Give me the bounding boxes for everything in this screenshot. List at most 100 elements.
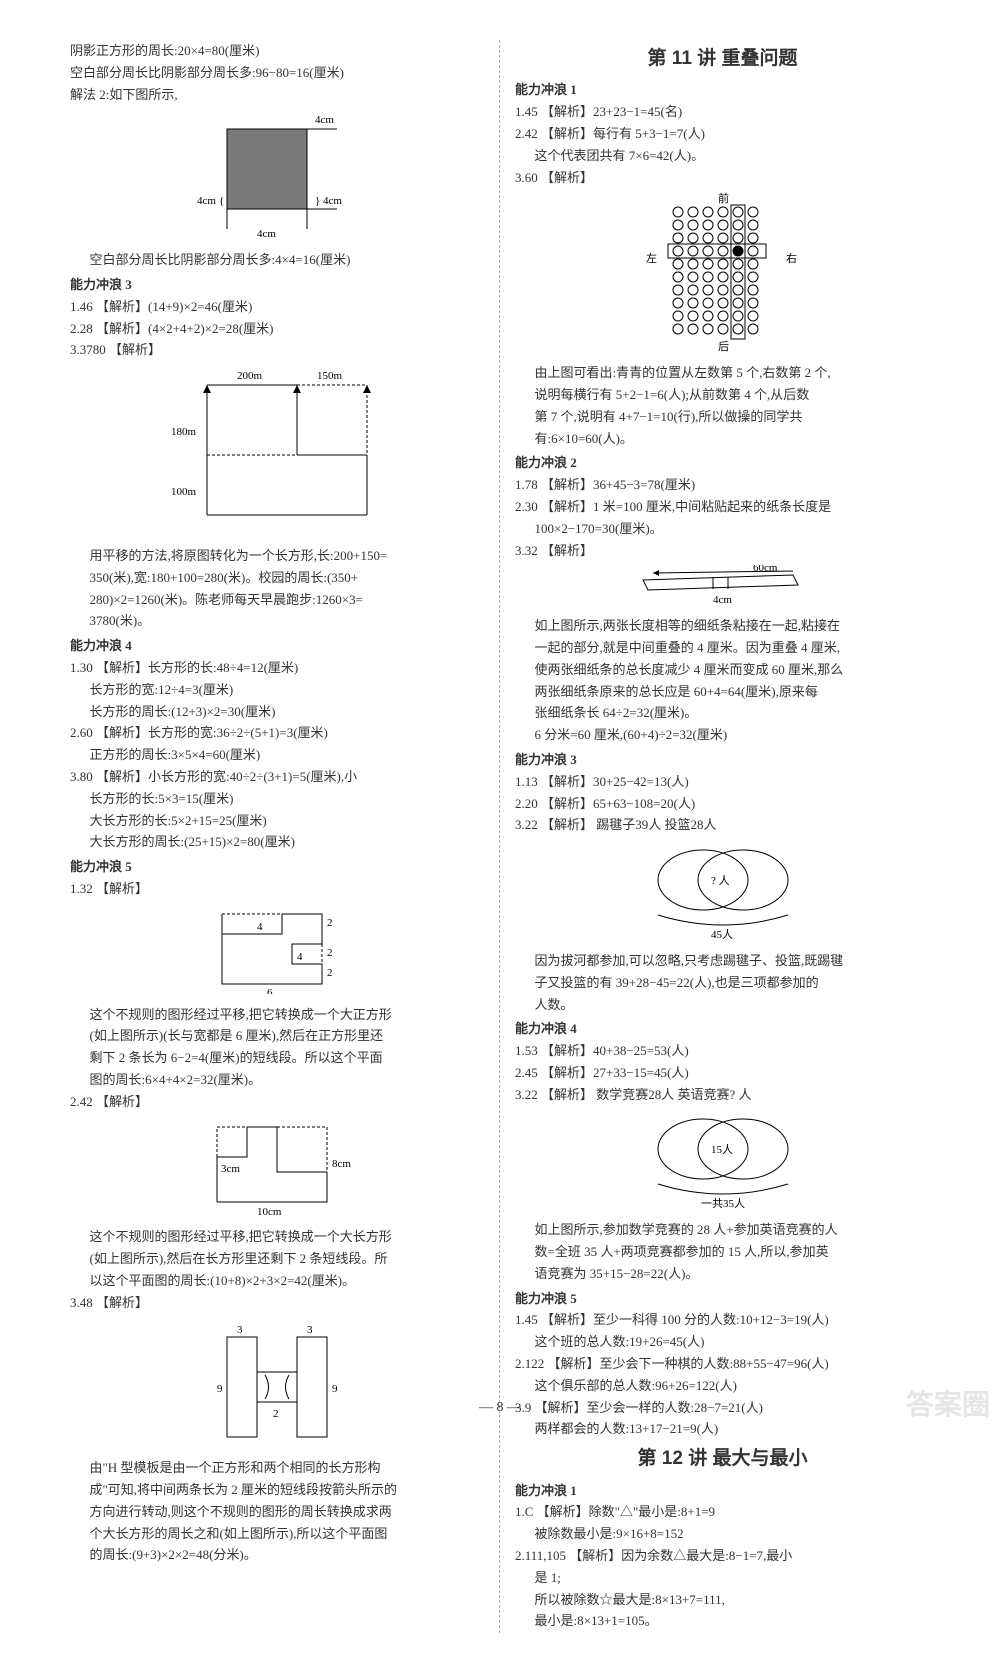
svg-text:2: 2 [327, 947, 333, 959]
explain: 张细纸条长 64÷2=32(厘米)。 [515, 703, 930, 724]
explain: 如上图所示,参加数学竞赛的 28 人+参加英语竞赛的人 [515, 1220, 930, 1241]
line: 空白部分周长比阴影部分周长多:96−80=16(厘米) [70, 63, 484, 84]
explain: 用平移的方法,将原图转化为一个长方形,长:200+150= [70, 546, 484, 567]
item: 2.111,105 【解析】因为余数△最大是:8−1=7,最小 [515, 1546, 930, 1567]
svg-text:4: 4 [257, 921, 263, 933]
item: 两样都会的人数:13+17−21=9(人) [515, 1419, 930, 1440]
item: 1.32 【解析】 [70, 879, 484, 900]
explain: 3780(米)。 [70, 611, 484, 632]
svg-text:2: 2 [327, 967, 333, 979]
line: 阴影正方形的周长:20×4=80(厘米) [70, 41, 484, 62]
svg-text:9: 9 [332, 1383, 338, 1395]
figure-paper-strip: 60cm 4cm [515, 565, 930, 612]
svg-text:9: 9 [217, 1383, 223, 1395]
item: 正方形的周长:3×5×4=60(厘米) [70, 745, 484, 766]
item: 2.122 【解析】至少会下一种棋的人数:88+55−47=96(人) [515, 1354, 930, 1375]
explain: 图的周长:6×4+4×2=32(厘米)。 [70, 1070, 484, 1091]
item: 1.45 【解析】23+23−1=45(名) [515, 102, 930, 123]
watermark: 答案圈 [906, 1384, 990, 1429]
item: 长方形的宽:12÷4=3(厘米) [70, 680, 484, 701]
item: 2.42 【解析】 [70, 1092, 484, 1113]
item: 这个班的总人数:19+26=45(人) [515, 1332, 930, 1353]
nengli-title: 能力冲浪 3 [70, 275, 484, 296]
nengli-title: 能力冲浪 5 [515, 1289, 930, 1310]
svg-text:{: { [219, 195, 224, 207]
item: 1.46 【解析】(14+9)×2=46(厘米) [70, 297, 484, 318]
item: 这个俱乐部的总人数:96+26=122(人) [515, 1376, 930, 1397]
item: 长方形的周长:(12+3)×2=30(厘米) [70, 702, 484, 723]
explain: 350(米),宽:180+100=280(米)。校园的周长:(350+ [70, 568, 484, 589]
item: 1.30 【解析】长方形的长:48÷4=12(厘米) [70, 658, 484, 679]
section-title: 第 11 讲 重叠问题 [515, 44, 930, 74]
item: 大长方形的长:5×2+15=25(厘米) [70, 811, 484, 832]
svg-text:100m: 100m [171, 486, 197, 498]
explain: 这个不规则的图形经过平移,把它转换成一个大正方形 [70, 1005, 484, 1026]
explain: 方向进行转动,则这个不规则的图形的周长转换成求两 [70, 1502, 484, 1523]
item: 1.45 【解析】至少一科得 100 分的人数:10+12−3=19(人) [515, 1310, 930, 1331]
figure-venn-2: 15人 一共35人 [515, 1109, 930, 1216]
item: 2.42 【解析】每行有 5+3−1=7(人) [515, 124, 930, 145]
section-title: 第 12 讲 最大与最小 [515, 1444, 930, 1474]
item: 3.60 【解析】 [515, 168, 930, 189]
svg-text:2: 2 [327, 917, 333, 929]
explain: 以这个平面图的周长:(10+8)×2+3×2=42(厘米)。 [70, 1271, 484, 1292]
explain: 人数。 [515, 995, 930, 1016]
figure-campus: 200m 150m 180m 100m [70, 365, 484, 542]
item: 1.13 【解析】30+25−42=13(人) [515, 772, 930, 793]
svg-text:4cm: 4cm [197, 195, 216, 207]
explain: 6 分米=60 厘米,(60+4)÷2=32(厘米) [515, 725, 930, 746]
item: 大长方形的周长:(25+15)×2=80(厘米) [70, 832, 484, 853]
explain: 280)×2=1260(米)。陈老师每天早晨跑步:1260×3= [70, 590, 484, 611]
svg-text:4cm: 4cm [323, 195, 342, 207]
item: 被除数最小是:9×16+8=152 [515, 1524, 930, 1545]
nengli-title: 能力冲浪 1 [515, 1481, 930, 1502]
svg-text:? 人: ? 人 [711, 874, 730, 887]
item: 3.80 【解析】小长方形的宽:40÷2÷(3+1)=5(厘米),小 [70, 767, 484, 788]
item: 100×2−170=30(厘米)。 [515, 519, 930, 540]
svg-text:4: 4 [297, 951, 303, 963]
svg-text:4cm: 4cm [713, 594, 732, 605]
item: 2.30 【解析】1 米=100 厘米,中间粘贴起来的纸条长度是 [515, 497, 930, 518]
explain: 语竞赛为 35+15−28=22(人)。 [515, 1264, 930, 1285]
explain: 由"H 型模板是由一个正方形和两个相同的长方形构 [70, 1458, 484, 1479]
svg-text:4cm: 4cm [315, 114, 334, 126]
item: 3.22 【解析】 踢毽子39人 投篮28人 [515, 815, 930, 836]
explain: 两张细纸条原来的总长应是 60+4=64(厘米),原来每 [515, 682, 930, 703]
item: 2.60 【解析】长方形的宽:36÷2÷(5+1)=3(厘米) [70, 723, 484, 744]
explain: 说明每横行有 5+2−1=6(人);从前数第 4 个,从后数 [515, 385, 930, 406]
explain: 一起的部分,就是中间重叠的 4 厘米。因为重叠 4 厘米, [515, 638, 930, 659]
item: 长方形的长:5×3=15(厘米) [70, 789, 484, 810]
svg-text:3cm: 3cm [221, 1163, 240, 1175]
figure-venn-1: ? 人 45人 [515, 840, 930, 947]
item: 1.53 【解析】40+38−25=53(人) [515, 1041, 930, 1062]
line: 解法 2:如下图所示, [70, 85, 484, 106]
svg-text:200m: 200m [237, 370, 263, 382]
nengli-title: 能力冲浪 2 [515, 453, 930, 474]
svg-text:}: } [315, 195, 320, 207]
explain: 有:6×10=60(人)。 [515, 429, 930, 450]
caption: 空白部分周长比阴影部分周长多:4×4=16(厘米) [70, 250, 484, 271]
explain: 的周长:(9+3)×2×2=48(分米)。 [70, 1545, 484, 1566]
explain: 由上图可看出:青青的位置从左数第 5 个,右数第 2 个, [515, 363, 930, 384]
figure-grid: 前 左 右 后 [515, 192, 930, 359]
svg-text:左: 左 [646, 252, 657, 265]
right-column: 第 11 讲 重叠问题 能力冲浪 1 1.45 【解析】23+23−1=45(名… [500, 40, 940, 1633]
figure-5-3: 3 3 9 9 2 [70, 1317, 484, 1454]
explain: 个大长方形的周长之和(如上图所示),所以这个平面图 [70, 1524, 484, 1545]
item: 1.78 【解析】36+45−3=78(厘米) [515, 475, 930, 496]
explain: 如上图所示,两张长度相等的细纸条粘接在一起,粘接在 [515, 616, 930, 637]
item: 这个代表团共有 7×6=42(人)。 [515, 146, 930, 167]
svg-text:15人: 15人 [711, 1143, 733, 1156]
item: 3.3780 【解析】 [70, 340, 484, 361]
svg-text:8cm: 8cm [332, 1158, 351, 1170]
item: 3.22 【解析】 数学竞赛28人 英语竞赛? 人 [515, 1085, 930, 1106]
svg-text:一共35人: 一共35人 [701, 1197, 745, 1209]
svg-text:3: 3 [307, 1324, 313, 1336]
explain: (如上图所示),然后在长方形里还剩下 2 条短线段。所 [70, 1249, 484, 1270]
nengli-title: 能力冲浪 3 [515, 750, 930, 771]
svg-text:4cm: 4cm [257, 228, 276, 239]
item: 是 1; [515, 1568, 930, 1589]
nengli-title: 能力冲浪 1 [515, 80, 930, 101]
figure-5-2: 3cm 8cm 10cm [70, 1117, 484, 1224]
item: 1.C 【解析】除数"△"最小是:8+1=9 [515, 1502, 930, 1523]
